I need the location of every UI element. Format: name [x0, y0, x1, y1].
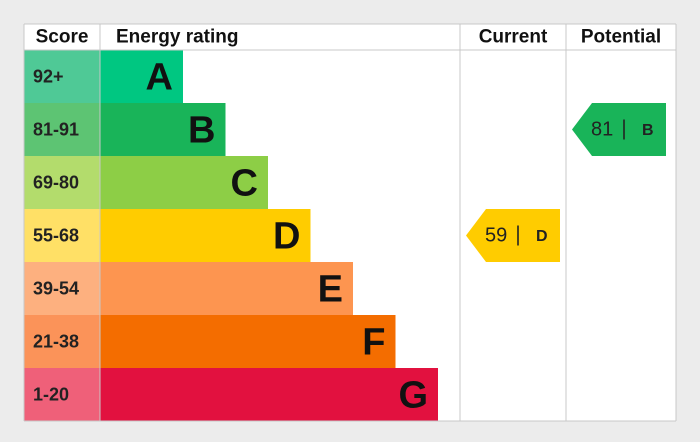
current-value: 59 — [485, 225, 507, 247]
rating-bar — [100, 103, 226, 156]
rating-letter: E — [318, 269, 343, 311]
score-label: 1-20 — [33, 385, 69, 405]
score-label: 81-91 — [33, 120, 79, 140]
score-label: 92+ — [33, 67, 64, 87]
rating-letter: G — [398, 375, 428, 417]
header-current: Current — [479, 27, 548, 48]
header-potential: Potential — [581, 27, 661, 48]
score-cell — [24, 50, 100, 103]
potential-rating: B — [642, 122, 654, 139]
score-label: 55-68 — [33, 226, 79, 246]
score-label: 69-80 — [33, 173, 79, 193]
rating-bar — [100, 156, 268, 209]
rating-letter: B — [188, 110, 215, 152]
current-arrow — [466, 209, 560, 262]
rating-letter: F — [362, 322, 385, 364]
score-cell — [24, 262, 100, 315]
rating-bar — [100, 50, 183, 103]
header-rating: Energy rating — [116, 27, 238, 48]
rating-letter: A — [146, 57, 173, 99]
rating-bar — [100, 262, 353, 315]
rating-bar — [100, 368, 438, 421]
score-label: 21-38 — [33, 332, 79, 352]
rating-letter: D — [273, 216, 300, 258]
current-rating: D — [536, 228, 548, 245]
score-cell — [24, 209, 100, 262]
score-cell — [24, 368, 100, 421]
potential-arrow — [572, 103, 666, 156]
potential-value: 81 — [591, 119, 613, 141]
score-cell — [24, 156, 100, 209]
rating-letter: C — [231, 163, 258, 205]
score-cell — [24, 103, 100, 156]
rating-bar — [100, 315, 396, 368]
score-label: 39-54 — [33, 279, 79, 299]
score-cell — [24, 315, 100, 368]
rating-bar — [100, 209, 311, 262]
header-score: Score — [36, 27, 89, 48]
